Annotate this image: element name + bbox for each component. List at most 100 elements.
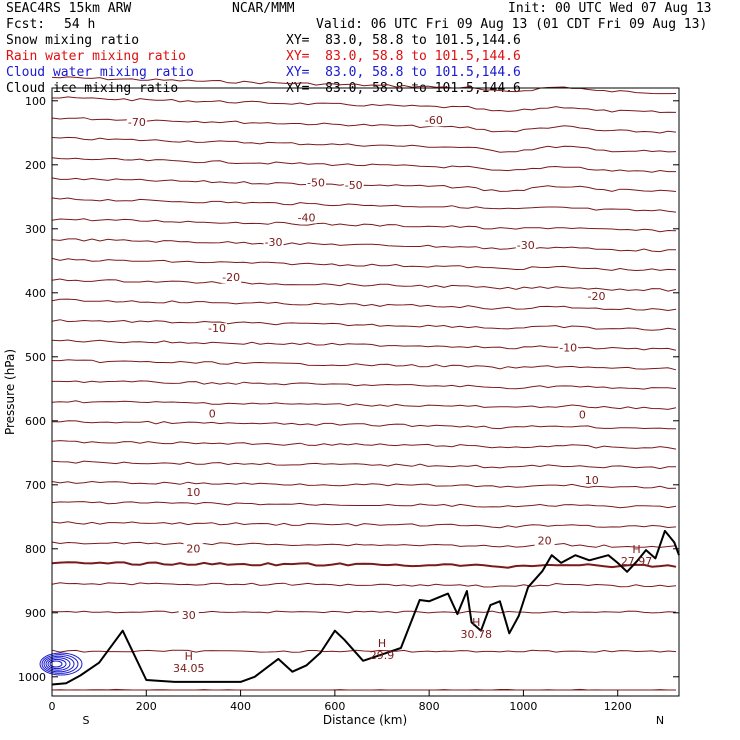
init-time: Init: 00 UTC Wed 07 Aug 13 <box>508 1 712 16</box>
cloud-water-ring-4 <box>41 654 79 674</box>
high-marker-0: H <box>185 650 193 663</box>
y-axis-title: Pressure (hPa) <box>3 349 17 435</box>
contour-label-bg-16 <box>534 535 555 547</box>
contour-label-10: -10 <box>559 341 577 354</box>
contour-label-bg-0 <box>126 117 147 129</box>
terrain-layer <box>51 529 680 686</box>
plot-frame <box>51 87 680 697</box>
contour-labels: -70 -60 -50 -50 -40 -30 -30 -20 -20 -10 -10 0 0 10 10 2… <box>126 114 653 675</box>
contour-label-9: -10 <box>208 322 226 335</box>
isotherm-17 <box>51 420 676 430</box>
isotherm-low-0 <box>51 610 677 614</box>
high-value-3: 27.97 <box>621 555 653 568</box>
high-value-0: 34.05 <box>173 662 205 675</box>
organization-label: NCAR/MMM <box>232 1 295 16</box>
isotherm-5 <box>51 177 677 192</box>
y-tick-label-3: 400 <box>25 287 46 300</box>
y-tick-label-5: 600 <box>25 415 46 428</box>
cloud-water-ring-3 <box>43 655 75 673</box>
isotherm-6 <box>51 197 677 213</box>
contour-label-bg-11 <box>202 408 223 420</box>
isotherm-8 <box>51 238 676 253</box>
contour-label-bg-13 <box>183 487 204 499</box>
contour-label-bg-10 <box>558 342 579 354</box>
cloud-water-ring-0 <box>49 660 63 668</box>
contour-label-bg-12 <box>572 409 593 421</box>
forecast-hours: 54 h <box>64 17 96 32</box>
model-title: SEAC4RS 15km ARW <box>6 1 132 16</box>
contour-label-bg-17 <box>178 609 199 621</box>
isotherm-12 <box>51 319 677 331</box>
contour-label-0: -70 <box>128 116 146 129</box>
x-tick-label-2: 400 <box>230 700 251 713</box>
cloud-water-contours <box>39 652 83 676</box>
x-tick-label-3: 600 <box>324 700 345 713</box>
contour-label-6: -30 <box>517 239 535 252</box>
isotherm-21 <box>51 501 677 509</box>
cloud-water-ring-2 <box>45 657 71 671</box>
south-label: S <box>83 714 90 727</box>
contour-label-bg-14 <box>581 474 602 486</box>
y-tick-label-8: 900 <box>25 607 46 620</box>
x-tick-label-5: 1000 <box>509 700 537 713</box>
isotherm-3 <box>51 136 677 153</box>
high-marker-1: H <box>378 637 386 650</box>
high-marker-2: H <box>472 616 480 629</box>
y-tick-label-4: 500 <box>25 351 46 364</box>
contour-label-bg-5 <box>263 236 284 248</box>
field-cloudwater-xy: XY= 83.0, 58.8 to 101.5,144.6 <box>286 65 521 80</box>
axes: 0 200 400 600 800 1000 12001002003004005006007… <box>18 95 679 713</box>
isotherm-1 <box>52 96 677 114</box>
contour-label-bg-3 <box>343 179 364 191</box>
valid-time: Valid: 06 UTC Fri 09 Aug 13 (01 CDT Fri … <box>316 17 708 32</box>
y-tick-label-9: 1000 <box>18 671 46 684</box>
contour-label-bg-2 <box>306 177 326 189</box>
isotherm-15 <box>52 380 677 390</box>
isotherm-14 <box>52 359 677 371</box>
contour-label-7: -20 <box>222 271 240 284</box>
north-label: N <box>656 714 664 727</box>
x-tick-label-6: 1200 <box>604 700 632 713</box>
contour-label-16: 20 <box>538 535 552 548</box>
temperature-contours <box>51 76 677 691</box>
isotherm-24 <box>51 561 677 569</box>
contour-label-5: -30 <box>265 236 283 249</box>
contour-label-bg-1 <box>423 115 444 127</box>
y-tick-label-2: 300 <box>25 223 46 236</box>
y-tick-label-0: 100 <box>25 95 46 108</box>
isotherm-10 <box>51 278 677 292</box>
isotherm-13 <box>51 339 677 351</box>
field-cloudwater-name: Cloud water mixing ratio <box>6 65 194 80</box>
cloud-water-ring-1 <box>47 658 67 670</box>
contour-label-bg-8 <box>586 291 607 303</box>
contour-label-15: 20 <box>186 542 200 555</box>
isotherm-20 <box>51 480 677 489</box>
contour-label-13: 10 <box>186 486 200 499</box>
isotherm-16 <box>51 400 677 410</box>
field-rain-xy: XY= 83.0, 58.8 to 101.5,144.6 <box>286 49 521 64</box>
contour-label-bg-6 <box>515 240 536 251</box>
isotherm-2 <box>51 117 677 134</box>
contour-label-bg-15 <box>183 543 204 555</box>
isotherm-25 <box>51 582 677 588</box>
forecast-label: Fcst: <box>6 17 46 32</box>
contour-label-bg-9 <box>207 323 227 335</box>
terrain-line <box>51 529 680 686</box>
isotherm-7 <box>51 218 677 233</box>
isotherm-low-1 <box>51 649 677 653</box>
y-tick-label-7: 800 <box>25 543 46 556</box>
contour-label-14: 10 <box>585 474 599 487</box>
contour-label-4: -40 <box>298 211 316 224</box>
x-tick-label-1: 200 <box>136 700 157 713</box>
x-axis-title: Distance (km) <box>323 713 407 727</box>
contour-label-2: -50 <box>307 176 325 189</box>
contour-label-3: -50 <box>345 179 363 192</box>
y-tick-label-1: 200 <box>25 159 46 172</box>
contour-label-bg-4 <box>296 212 317 224</box>
cloud-water-ring-5 <box>39 652 83 676</box>
isotherm-9 <box>51 257 677 272</box>
isotherm-22 <box>51 521 677 529</box>
field-snow-xy: XY= 83.0, 58.8 to 101.5,144.6 <box>286 33 521 48</box>
isotherm-23 <box>51 541 677 548</box>
